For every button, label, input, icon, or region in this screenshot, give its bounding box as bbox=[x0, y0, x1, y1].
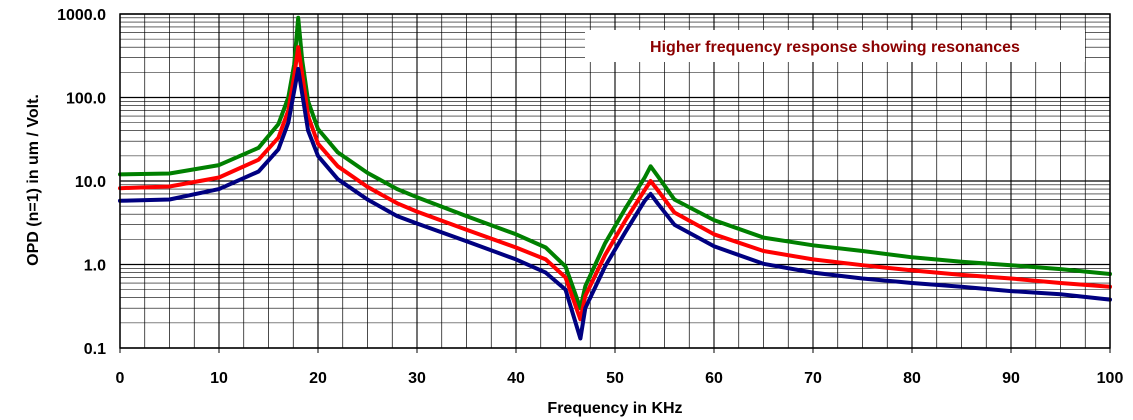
y-tick-label: 1.0 bbox=[84, 258, 106, 275]
y-axis-title: OPD (n=1) in um / Volt. bbox=[25, 94, 42, 266]
plot-frame bbox=[119, 13, 1111, 349]
series-lines bbox=[118, 15, 1112, 341]
x-tick-label: 50 bbox=[606, 370, 624, 387]
grid-lines bbox=[119, 13, 1111, 349]
x-axis-ticks: 0 10 20 30 40 50 60 70 80 90 100 bbox=[116, 348, 1124, 387]
x-tick-label: 70 bbox=[804, 370, 822, 387]
x-tick-label: 40 bbox=[507, 370, 525, 387]
series-line-3 bbox=[118, 66, 1112, 341]
x-tick-label: 60 bbox=[705, 370, 723, 387]
x-tick-label: 100 bbox=[1097, 370, 1124, 387]
y-tick-label: 100.0 bbox=[66, 91, 106, 108]
x-tick-label: 80 bbox=[903, 370, 921, 387]
series-line-2 bbox=[118, 45, 1112, 322]
y-tick-label: 10.0 bbox=[75, 174, 106, 191]
x-tick-label: 10 bbox=[210, 370, 228, 387]
x-tick-label: 90 bbox=[1002, 370, 1020, 387]
y-tick-label: 1000.0 bbox=[57, 7, 106, 24]
x-axis-title: Frequency in KHz bbox=[547, 400, 682, 417]
annotation-box bbox=[585, 30, 1085, 62]
x-tick-label: 30 bbox=[408, 370, 426, 387]
x-tick-label: 20 bbox=[309, 370, 327, 387]
x-tick-label: 0 bbox=[116, 370, 125, 387]
annotation-text: Higher frequency response showing resona… bbox=[650, 39, 1020, 56]
y-tick-label: 0.1 bbox=[84, 341, 106, 358]
y-axis-ticks: 0.1 1.0 10.0 100.0 1000.0 bbox=[57, 7, 106, 358]
